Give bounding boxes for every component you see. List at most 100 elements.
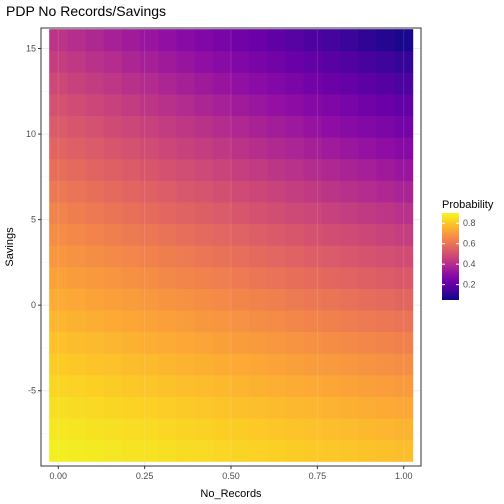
- heatmap-tile: [49, 94, 68, 117]
- heatmap-tile: [85, 50, 105, 73]
- heatmap-tile: [303, 245, 323, 268]
- heatmap-tile: [158, 50, 177, 73]
- heatmap-tile: [158, 72, 177, 95]
- heatmap-tile: [85, 158, 105, 181]
- heatmap-tile: [285, 266, 305, 289]
- heatmap-tile: [49, 72, 68, 95]
- heatmap-tile: [321, 439, 341, 462]
- heatmap-tile: [340, 245, 359, 268]
- heatmap-tile: [340, 72, 359, 95]
- heatmap-tile: [176, 396, 196, 419]
- heatmap-tile: [85, 115, 105, 138]
- heatmap-tile: [231, 245, 250, 268]
- heatmap-tile: [121, 29, 141, 52]
- heatmap-tile: [394, 374, 414, 397]
- heatmap-tile: [103, 223, 123, 246]
- heatmap-tile: [158, 331, 177, 354]
- heatmap-tile: [285, 439, 305, 462]
- heatmap-tile: [285, 94, 305, 117]
- heatmap-tile: [140, 180, 159, 203]
- heatmap-tile: [194, 29, 214, 52]
- heatmap-tile: [394, 180, 414, 203]
- heatmap-tile: [321, 310, 341, 333]
- heatmap-tile: [267, 202, 286, 225]
- heatmap-tile: [358, 331, 377, 354]
- heatmap-tile: [249, 72, 268, 95]
- heatmap-tile: [231, 94, 250, 117]
- heatmap-tile: [194, 374, 214, 397]
- heatmap-tile: [340, 29, 359, 52]
- heatmap-tile: [176, 353, 196, 376]
- heatmap-tile: [67, 310, 86, 333]
- heatmap-tile: [176, 29, 196, 52]
- heatmap-tile: [212, 331, 232, 354]
- heatmap-tile: [140, 94, 159, 117]
- heatmap-tile: [267, 374, 286, 397]
- heatmap-tile: [67, 353, 86, 376]
- heatmap-tile: [140, 50, 159, 73]
- heatmap-tile: [121, 331, 141, 354]
- heatmap-tile: [321, 29, 341, 52]
- heatmap-tile: [194, 180, 214, 203]
- heatmap-tile: [231, 353, 250, 376]
- heatmap-tile: [267, 29, 286, 52]
- heatmap-tile: [212, 202, 232, 225]
- heatmap-tile: [376, 29, 396, 52]
- heatmap-tile: [376, 158, 396, 181]
- heatmap-tile: [267, 137, 286, 160]
- heatmap-tile: [394, 396, 414, 419]
- x-tick-label: 1.00: [395, 471, 413, 481]
- heatmap-tile: [231, 180, 250, 203]
- heatmap-tile: [394, 158, 414, 181]
- heatmap-tile: [121, 245, 141, 268]
- heatmap-tile: [303, 94, 323, 117]
- heatmap-tile: [49, 29, 68, 52]
- heatmap-tile: [340, 158, 359, 181]
- heatmap-tile: [103, 72, 123, 95]
- heatmap-tile: [376, 223, 396, 246]
- heatmap-tile: [303, 72, 323, 95]
- heatmap-tile: [121, 353, 141, 376]
- heatmap-tile: [321, 158, 341, 181]
- heatmap-tile: [394, 418, 414, 441]
- heatmap-tile: [67, 180, 86, 203]
- heatmap-tile: [140, 72, 159, 95]
- heatmap-tile: [358, 50, 377, 73]
- heatmap-tile: [285, 202, 305, 225]
- heatmap-tile: [176, 439, 196, 462]
- heatmap-tile: [67, 158, 86, 181]
- heatmap-tile: [285, 137, 305, 160]
- heatmap-tile: [231, 29, 250, 52]
- heatmap-tile: [267, 180, 286, 203]
- heatmap-tile: [158, 137, 177, 160]
- heatmap-tile: [249, 331, 268, 354]
- heatmap-tile: [176, 310, 196, 333]
- heatmap-tile: [67, 245, 86, 268]
- heatmap-tile: [212, 72, 232, 95]
- heatmap-tile: [158, 94, 177, 117]
- heatmap-tile: [267, 439, 286, 462]
- heatmap-tile: [267, 223, 286, 246]
- heatmap-tile: [321, 353, 341, 376]
- heatmap-tile: [285, 310, 305, 333]
- heatmap-tile: [121, 50, 141, 73]
- heatmap-tile: [140, 245, 159, 268]
- y-tick-label: 5: [31, 215, 36, 225]
- heatmap-tile: [176, 288, 196, 311]
- heatmap-tile: [194, 353, 214, 376]
- heatmap-tile: [212, 374, 232, 397]
- heatmap-tile: [394, 202, 414, 225]
- heatmap-tile: [321, 418, 341, 441]
- heatmap-tile: [140, 288, 159, 311]
- heatmap-tile: [249, 115, 268, 138]
- heatmap-tile: [285, 418, 305, 441]
- heatmap-tile: [394, 50, 414, 73]
- heatmap-tile: [49, 202, 68, 225]
- x-tick-label: 0.75: [309, 471, 327, 481]
- heatmap-tile: [249, 137, 268, 160]
- legend: Probability 0.2 0.4 0.6 0.8: [442, 199, 494, 300]
- heatmap-tile: [376, 72, 396, 95]
- heatmap-tile: [376, 396, 396, 419]
